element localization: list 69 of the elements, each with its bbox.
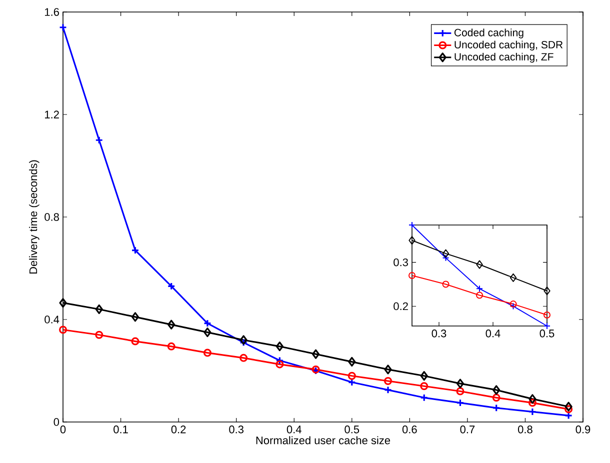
point [276, 356, 284, 364]
legend-label: Uncoded caching, ZF [454, 52, 554, 63]
point [384, 386, 392, 394]
x-tick-label: 0.4 [486, 330, 500, 338]
point [59, 298, 67, 308]
point [384, 377, 392, 385]
x-tick-label: 0.7 [460, 426, 475, 434]
y-axis-title: Delivery time (seconds) [29, 160, 40, 274]
point [456, 398, 464, 407]
x-tick-label: 0.3 [229, 426, 244, 434]
point [528, 394, 536, 404]
point [95, 136, 104, 144]
point [203, 348, 212, 357]
point [384, 364, 392, 374]
x-tick-label: 0.6 [402, 426, 417, 434]
point [240, 354, 248, 362]
y-tick-label: 0.8 [44, 213, 59, 221]
point [456, 387, 464, 396]
point [442, 280, 450, 288]
point [348, 372, 356, 380]
point [476, 292, 484, 299]
x-tick-label: 0.9 [576, 426, 590, 434]
point [348, 356, 356, 367]
point [528, 408, 536, 416]
point [492, 394, 500, 402]
legend-label: Uncoded caching, SDR [454, 40, 563, 50]
point [408, 236, 416, 245]
point [420, 382, 428, 390]
point [167, 282, 176, 290]
point [167, 342, 176, 350]
point [204, 328, 212, 338]
point [131, 312, 140, 322]
y-tick-label: 0 [54, 418, 60, 426]
x-tick-label: 0.2 [171, 426, 186, 434]
x-tick-label: 0.5 [540, 330, 554, 338]
point [95, 330, 104, 339]
point [492, 385, 500, 395]
x-tick-label: 0.8 [518, 426, 532, 434]
y-tick-label: 1.2 [45, 110, 59, 118]
point [203, 319, 212, 328]
point [276, 342, 284, 352]
point [510, 273, 517, 282]
point [476, 260, 483, 269]
point [131, 337, 140, 346]
x-tick-label: 0.5 [344, 426, 360, 434]
y-tick-label: 0.4 [44, 316, 60, 324]
point [442, 249, 450, 258]
point [442, 254, 450, 262]
legend-label: Coded caching [454, 28, 524, 38]
point [276, 360, 284, 368]
x-tick-label: 0.4 [286, 426, 302, 434]
x-tick-label: 0.1 [114, 426, 128, 434]
x-tick-label: 0.3 [432, 330, 446, 338]
x-axis-title: Normalized user cache size [256, 436, 390, 444]
point [312, 349, 320, 359]
point [456, 378, 464, 388]
y-tick-label: 1.6 [45, 8, 59, 16]
point [544, 286, 550, 296]
point [420, 371, 428, 381]
point [528, 398, 536, 407]
point [131, 246, 140, 254]
point [168, 320, 176, 330]
x-tick-label: 0 [60, 426, 66, 434]
point [240, 335, 248, 345]
point [420, 394, 428, 402]
point [240, 338, 248, 347]
point [492, 404, 500, 412]
point [95, 304, 103, 314]
point [476, 285, 484, 292]
